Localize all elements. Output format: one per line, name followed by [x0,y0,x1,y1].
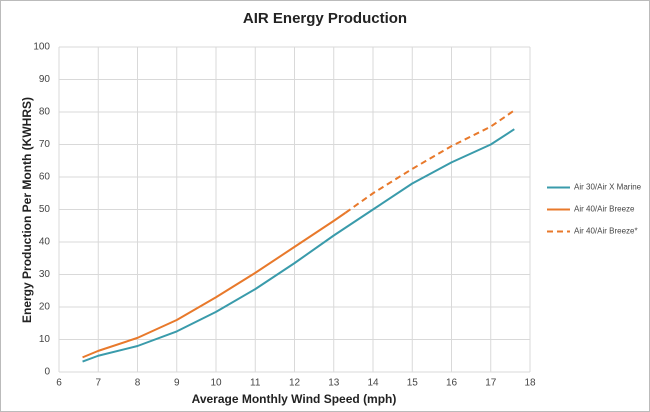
y-tick-label: 30 [39,269,51,280]
series-line [344,109,515,214]
y-tick-label: 100 [33,42,50,53]
x-tick-label: 8 [135,378,141,389]
y-tick-label: 50 [39,204,51,215]
x-tick-label: 14 [367,378,379,389]
y-tick-label: 10 [39,334,51,345]
y-tick-label: 90 [39,74,51,85]
y-tick-label: 0 [44,367,50,378]
chart-title: AIR Energy Production [243,10,407,27]
legend-label: Air 30/Air X Marine [574,183,642,192]
x-tick-label: 18 [524,378,536,389]
x-tick-label: 9 [174,378,180,389]
x-tick-label: 11 [250,378,261,389]
x-tick-label: 10 [210,378,222,389]
x-tick-label: 12 [289,378,301,389]
y-tick-label: 60 [39,172,51,183]
y-axis-label: Energy Production Per Month (KWHRS) [20,97,34,323]
x-tick-label: 17 [485,378,497,389]
x-tick-label: 7 [95,378,101,389]
y-tick-label: 70 [39,139,51,150]
legend-label: Air 40/Air Breeze [574,205,635,214]
x-tick-label: 6 [56,378,62,389]
y-tick-label: 80 [39,107,51,118]
x-axis-label: Average Monthly Wind Speed (mph) [192,392,397,406]
x-tick-label: 15 [407,378,419,389]
series-line [82,128,515,363]
x-tick-label: 16 [446,378,458,389]
legend-label: Air 40/Air Breeze* [574,227,638,236]
y-tick-label: 40 [39,237,51,248]
series-line [82,211,347,359]
x-tick-label: 13 [328,378,340,389]
y-tick-label: 20 [39,302,51,313]
